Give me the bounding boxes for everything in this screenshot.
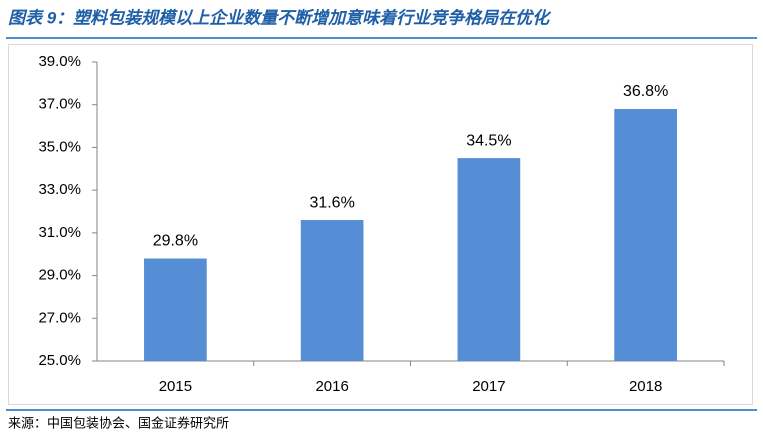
y-tick-label: 29.0%: [38, 267, 81, 284]
x-tick-label: 2016: [315, 378, 348, 395]
data-label: 36.8%: [623, 83, 668, 100]
bar: [457, 158, 521, 361]
bar: [144, 258, 207, 361]
y-tick-label: 37.0%: [38, 96, 81, 113]
y-tick-label: 39.0%: [38, 53, 81, 70]
x-tick-label: 2018: [629, 378, 662, 395]
chart-frame: [8, 44, 753, 405]
data-label: 31.6%: [309, 194, 354, 211]
source: 来源：中国包装协会、国金证券研究所: [8, 415, 229, 430]
bar: [300, 220, 364, 361]
x-tick-label: 2017: [472, 378, 505, 395]
y-tick-label: 33.0%: [38, 181, 81, 198]
data-label: 29.8%: [153, 233, 198, 250]
data-label: 34.5%: [466, 132, 511, 149]
bar: [614, 108, 677, 361]
y-tick-label: 31.0%: [38, 224, 81, 241]
x-tick-label: 2015: [159, 378, 192, 395]
y-tick-label: 27.0%: [38, 309, 81, 326]
chart-title: 图表 9：塑料包装规模以上企业数量不断增加意味着行业竞争格局在优化: [8, 8, 552, 27]
y-tick-label: 35.0%: [38, 138, 81, 155]
y-tick-label: 25.0%: [38, 352, 81, 369]
